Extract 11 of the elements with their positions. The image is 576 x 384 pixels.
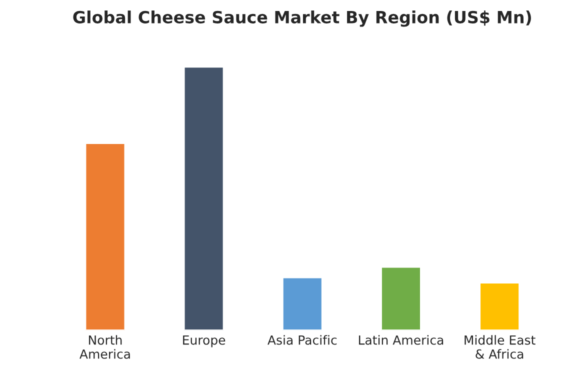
x-tick-label: Asia Pacific	[268, 335, 337, 345]
x-tick-label: Middle East & Africa	[464, 335, 536, 359]
bar	[479, 282, 520, 330]
bar	[84, 142, 126, 330]
bar	[380, 266, 422, 330]
chart-title: Global Cheese Sauce Market By Region (US$ Mn)	[73, 10, 531, 27]
x-tick-label: Europe	[183, 335, 226, 348]
bar	[282, 276, 323, 330]
x-tick-label: North America	[80, 335, 130, 359]
x-tick-label: Latin America	[358, 335, 444, 345]
bar	[183, 66, 224, 330]
